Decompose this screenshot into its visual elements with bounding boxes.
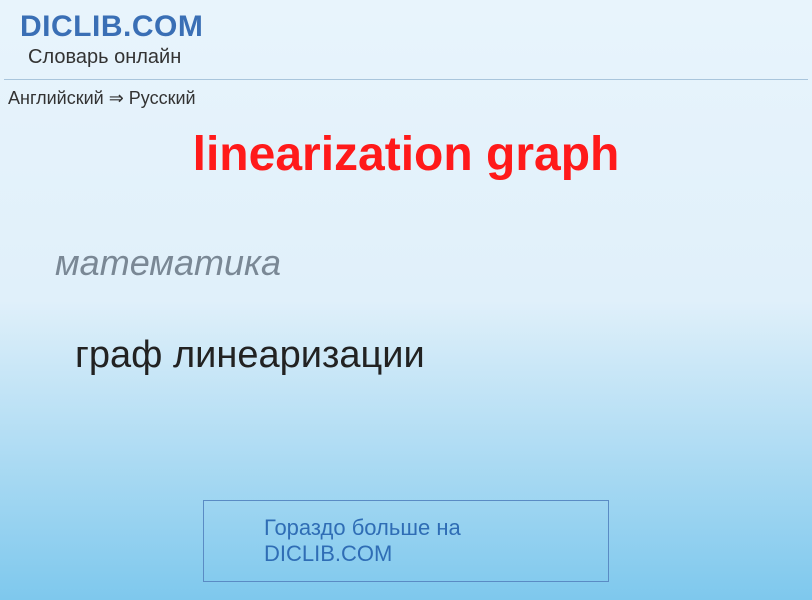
entry-term: linearization graph bbox=[0, 127, 812, 182]
site-subtitle: Словарь онлайн bbox=[8, 46, 804, 69]
entry-category: математика bbox=[0, 242, 812, 284]
site-title[interactable]: DICLIB.COM bbox=[8, 10, 804, 44]
breadcrumb[interactable]: Английский ⇒ Русский bbox=[0, 80, 812, 109]
more-link[interactable]: Гораздо больше на DICLIB.COM bbox=[203, 500, 609, 582]
header: DICLIB.COM Словарь онлайн bbox=[0, 0, 812, 73]
entry-translation: граф линеаризации bbox=[0, 334, 812, 377]
